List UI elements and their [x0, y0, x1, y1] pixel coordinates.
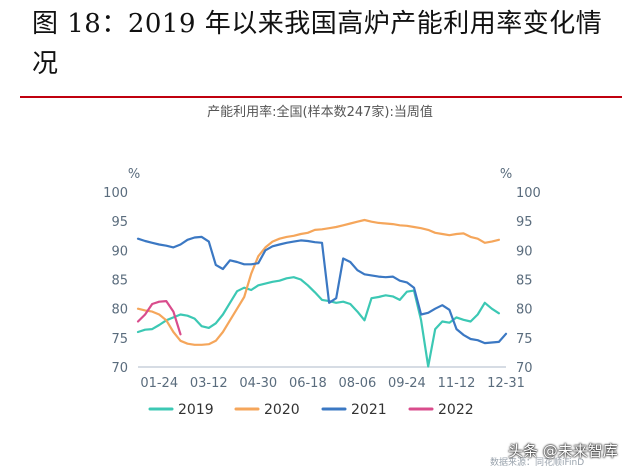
x-tick-label: 04-30 [239, 376, 277, 391]
legend-label-2021: 2021 [351, 402, 387, 418]
x-tick-label: 03-12 [190, 376, 228, 391]
legend-label-2020: 2020 [264, 402, 300, 418]
chart-title: 产能利用率:全国(样本数247家):当周值 [207, 105, 433, 120]
y-tick-label-left: 100 [103, 186, 128, 201]
watermark: 头条 @未来智库 [508, 442, 618, 460]
series-line-2022 [136, 300, 182, 336]
y-tick-label-left: 85 [111, 274, 128, 289]
legend-label-2019: 2019 [178, 402, 214, 418]
y-tick-label-left: 90 [111, 244, 128, 259]
x-tick-label: 06-18 [289, 376, 327, 391]
y-tick-label-left: 80 [111, 303, 128, 318]
y-tick-label-right: 70 [516, 361, 533, 376]
y-tick-label-left: 75 [111, 332, 128, 347]
x-tick-label: 11-12 [438, 376, 476, 391]
source-note: 数据来源：同花顺iFinD [490, 458, 585, 468]
y-tick-label-right: 95 [516, 215, 533, 230]
x-tick-label: 09-24 [388, 376, 426, 391]
y-tick-label-right: 80 [516, 303, 533, 318]
series-line-2021 [136, 235, 508, 345]
x-tick-label: 01-24 [140, 376, 178, 391]
y-unit-right: % [500, 167, 512, 182]
y-tick-label-left: 95 [111, 215, 128, 230]
figure-title: 图 18：2019 年以来我国高炉产能利用率变化情况 [32, 9, 603, 79]
x-tick-label: 08-06 [338, 376, 376, 391]
series-line-2020 [136, 218, 500, 346]
y-tick-label-left: 70 [111, 361, 128, 376]
x-tick-label: 12-31 [487, 376, 525, 391]
legend-label-2022: 2022 [438, 402, 474, 418]
series-line-2019 [136, 276, 500, 368]
y-tick-label-right: 85 [516, 274, 533, 289]
y-tick-label-right: 90 [516, 244, 533, 259]
title-divider [20, 96, 622, 98]
y-tick-label-right: 75 [516, 332, 533, 347]
y-tick-label-right: 100 [516, 186, 541, 201]
y-unit-left: % [128, 167, 140, 182]
